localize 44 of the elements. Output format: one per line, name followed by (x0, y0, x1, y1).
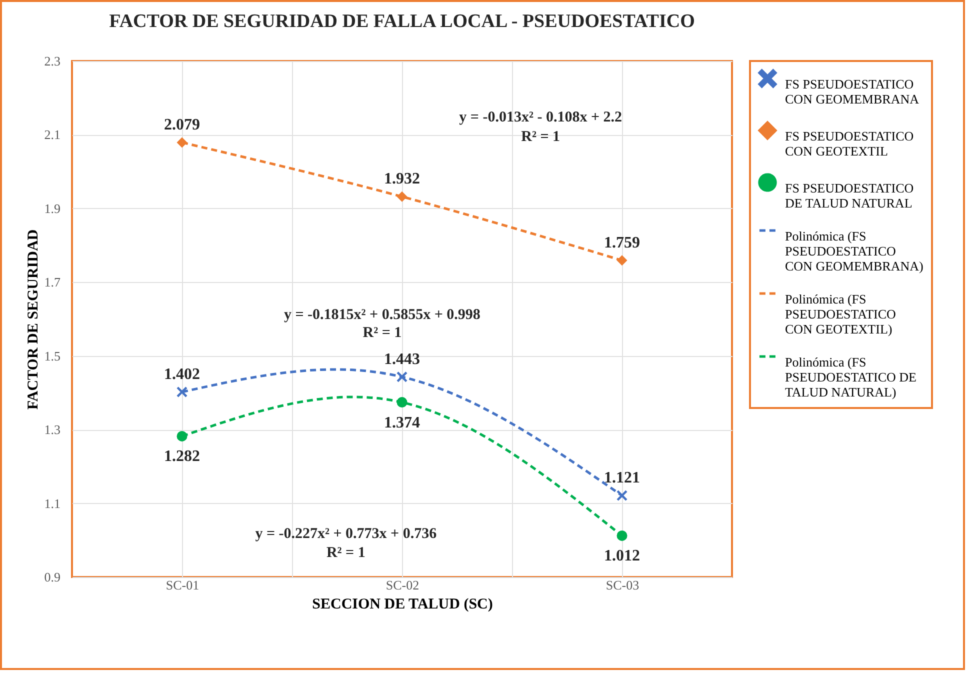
point (616, 490, 628, 501)
x-tick-label: SC-01 (166, 578, 200, 592)
data-label: 1.443 (384, 350, 420, 368)
y-tick-label: 0.9 (44, 570, 60, 584)
legend-label: FS PSEUDOESTATICO DE TALUD NATURAL (785, 180, 914, 210)
data-label: 1.932 (384, 170, 420, 188)
data-label: 1.402 (164, 366, 200, 383)
point (616, 530, 628, 541)
data-label: 1.759 (604, 234, 640, 252)
y-tick-label: 2.3 (44, 54, 60, 68)
annotation: y = -0.227x² + 0.773x + 0.736 (255, 526, 438, 542)
data-label: 1.012 (604, 548, 640, 565)
y-tick-label: 1.1 (44, 496, 60, 511)
point (396, 397, 408, 408)
point (396, 372, 408, 382)
y-tick-label: 2.1 (44, 127, 60, 142)
x-tick-label: SC-02 (386, 578, 420, 592)
y-tick-label: 1.9 (44, 200, 60, 216)
point (176, 137, 188, 148)
data-label: 1.121 (604, 470, 640, 487)
point (396, 191, 408, 202)
annotation: R² = 1 (326, 545, 366, 562)
legend-label: Polinómica (FS PSEUDOESTATICO CON GEOTEXTIL) (785, 292, 896, 336)
annotation: y = -0.013x² - 0.108x + 2.2 (459, 110, 622, 126)
legend-label: FS PSEUDOESTATICO CON GEOMEMBRANA (785, 76, 920, 106)
annotation: R² = 1 (521, 128, 560, 145)
x-tick-label: SC-03 (606, 578, 640, 592)
legend-label: FS PSEUDOESTATICO CON GEOTEXTIL (785, 128, 914, 158)
data-label: 1.374 (384, 414, 420, 432)
chart-title: FACTOR DE SEGURIDAD DE FALLA LOCAL - PSEUDOESTATICO (109, 11, 695, 32)
y-tick-label: 1.7 (44, 274, 61, 290)
annotation: R² = 1 (362, 324, 402, 341)
y-tick-label: 1.5 (44, 348, 60, 364)
y-tick-label: 1.3 (44, 422, 60, 438)
legend-label: Polinómica (FS PSEUDOESTATICO CON GEOMEMBRANA) (785, 228, 924, 274)
y-axis-title: FACTOR DE SEGURIDAD (25, 229, 42, 410)
point (616, 255, 628, 266)
point (176, 386, 188, 398)
point (176, 430, 188, 442)
data-label: 1.282 (164, 448, 200, 466)
annotation: y = -0.1815x² + 0.5855x + 0.998 (284, 306, 480, 323)
data-label: 2.079 (164, 116, 200, 134)
legend-label: Polinómica (FS PSEUDOESTATICO DE TALUD NATURAL) (785, 354, 917, 400)
x-axis-title: SECCION DE TALUD (SC) (312, 596, 493, 612)
